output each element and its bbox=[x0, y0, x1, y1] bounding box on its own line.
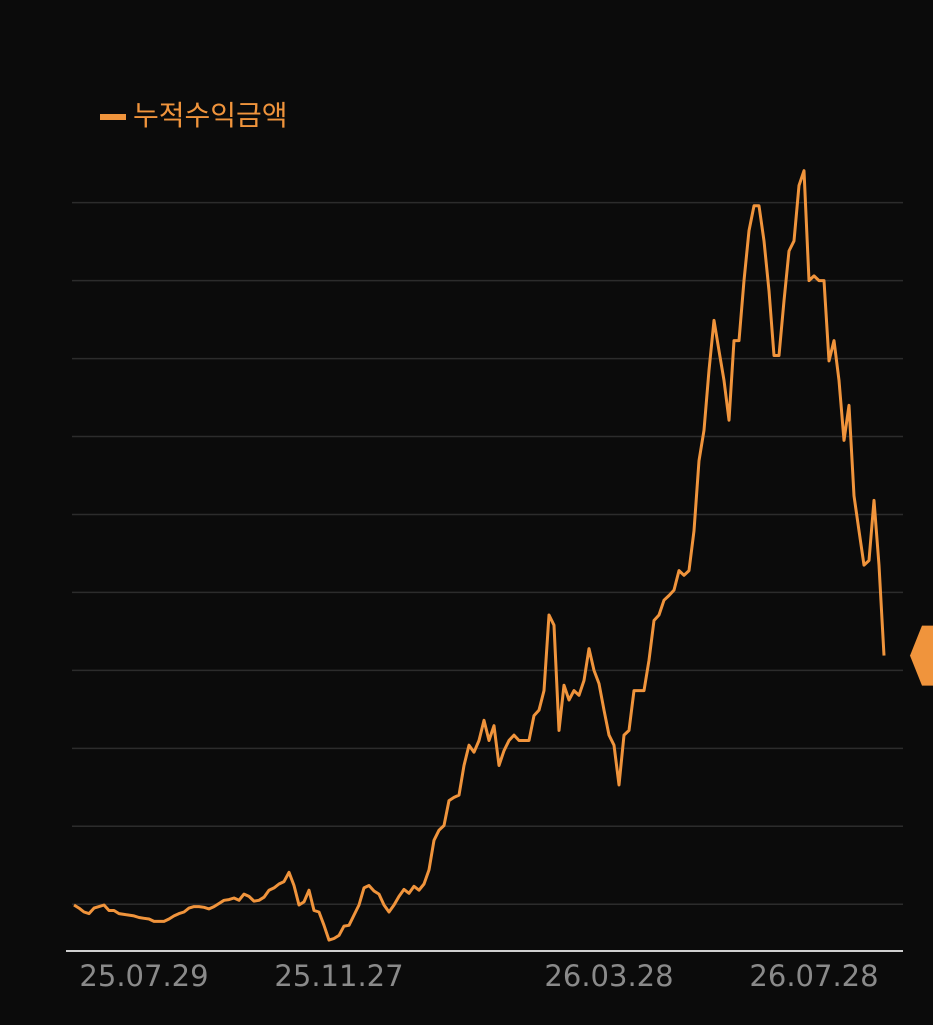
x-tick-label: 26.07.28 bbox=[749, 959, 878, 993]
legend-swatch bbox=[100, 114, 126, 120]
x-tick-label: 25.11.27 bbox=[274, 959, 403, 993]
current-value-marker bbox=[910, 625, 933, 686]
series-line bbox=[73, 169, 886, 942]
x-tick-label: 25.07.29 bbox=[79, 959, 208, 993]
legend-label: 누적수익금액 bbox=[133, 99, 288, 132]
x-tick-label: 26.03.28 bbox=[544, 959, 673, 993]
